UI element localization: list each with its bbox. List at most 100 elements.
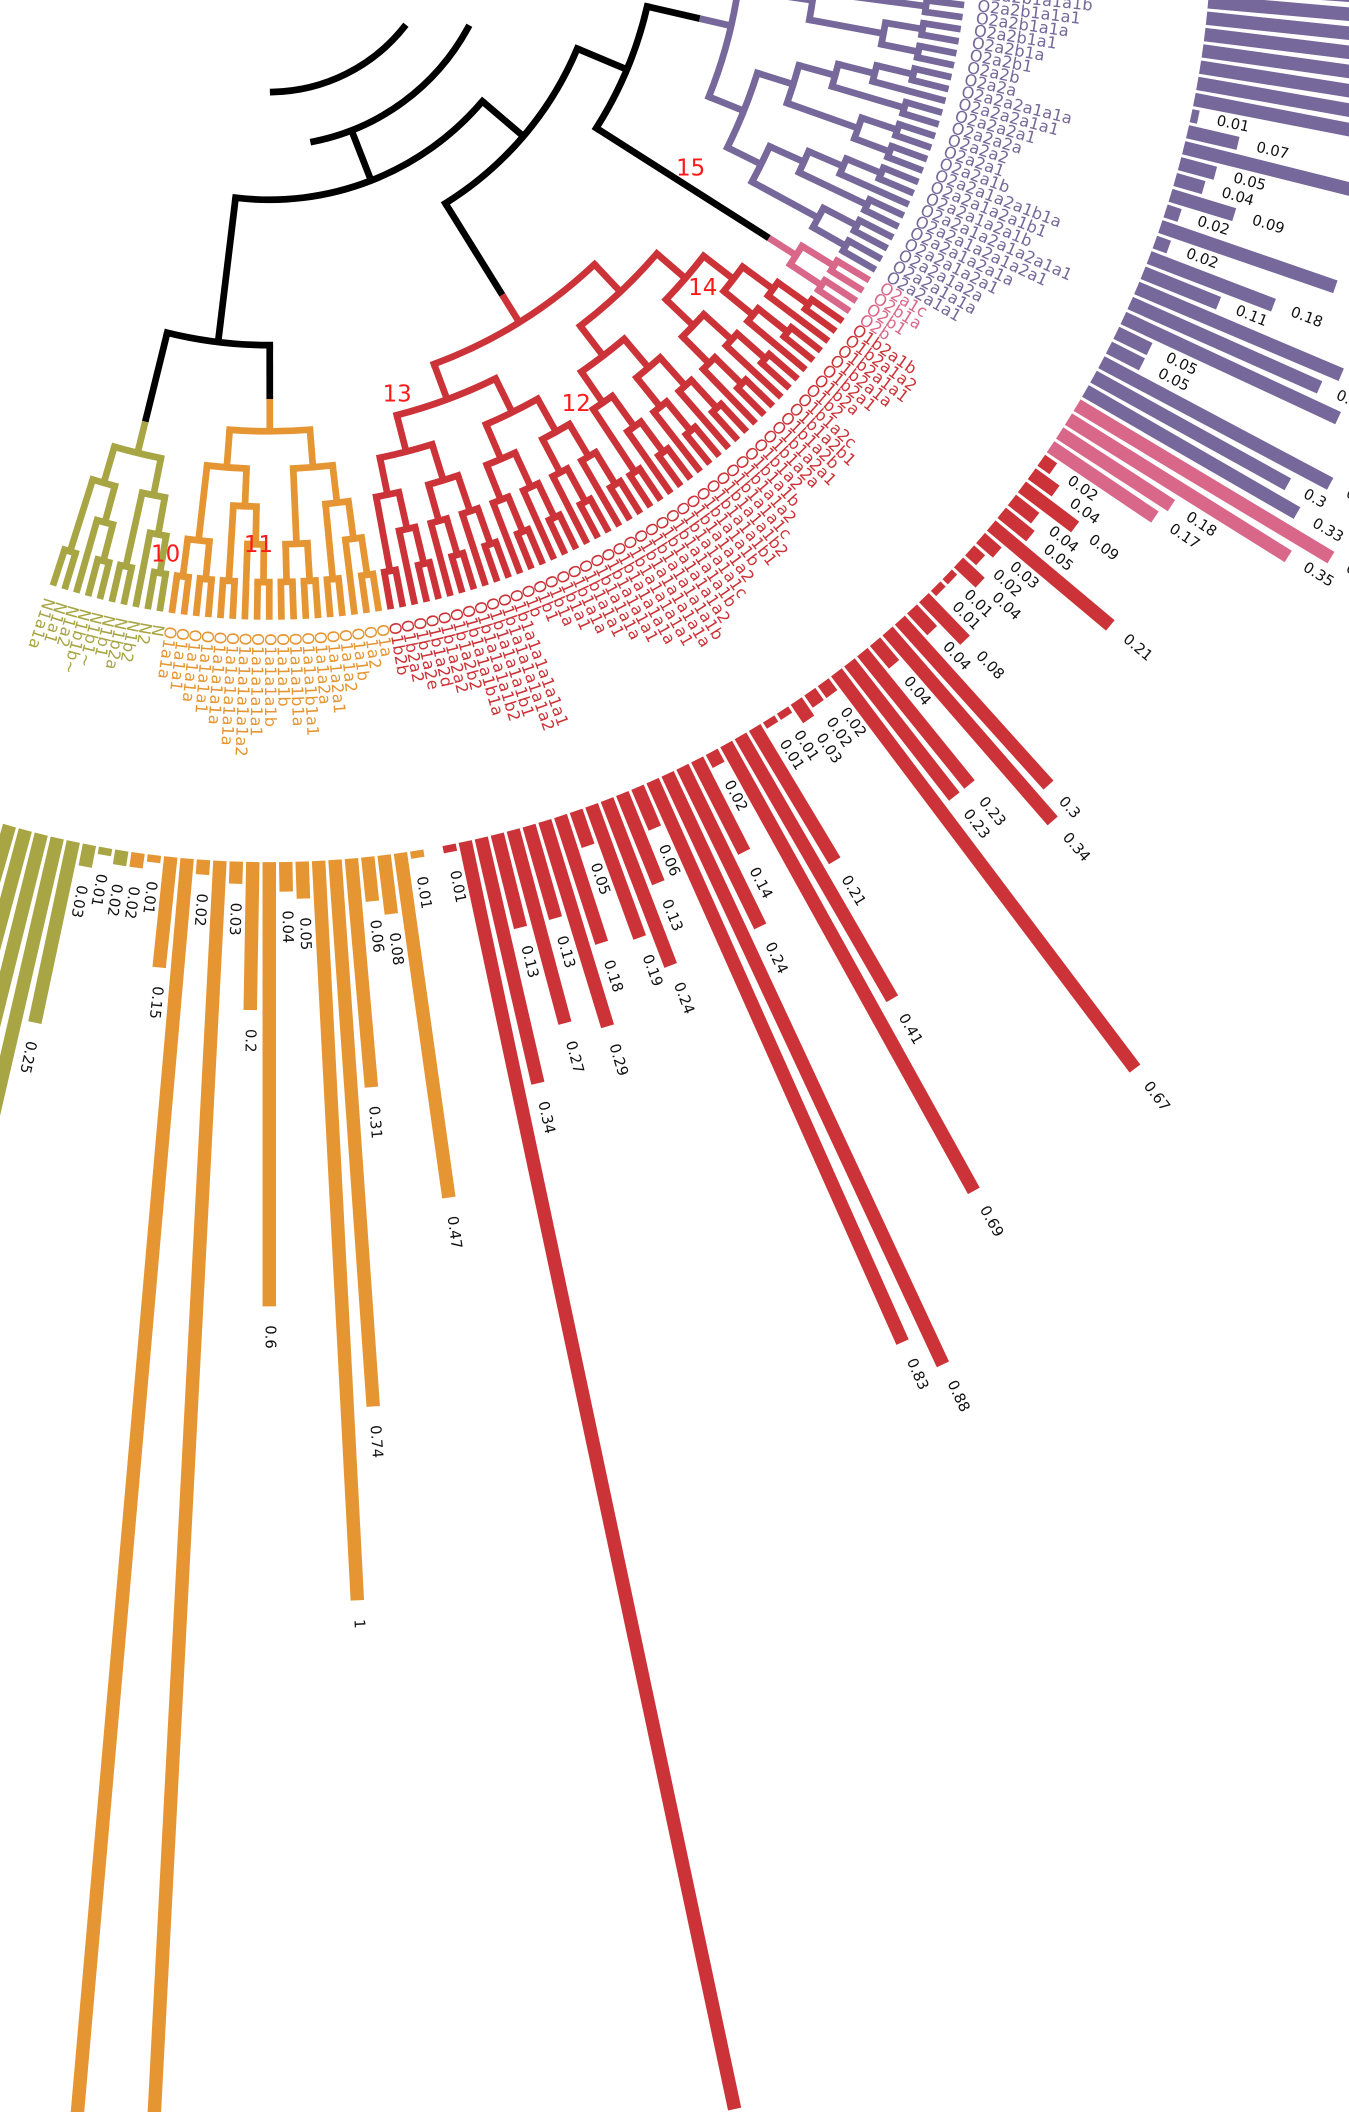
value-label: 0.47	[444, 1215, 465, 1250]
bar	[243, 861, 260, 1011]
bar	[919, 592, 970, 645]
branch	[898, 98, 911, 118]
branch	[918, 42, 958, 57]
value-label: 0.03	[67, 884, 90, 920]
branch	[483, 463, 504, 502]
branch	[321, 497, 353, 508]
bar	[1193, 92, 1349, 137]
bar	[804, 687, 824, 708]
branch	[120, 566, 135, 606]
branch	[168, 575, 181, 614]
branch	[505, 495, 526, 533]
bar	[70, 857, 194, 2112]
branch	[134, 420, 149, 454]
branch	[701, 253, 736, 282]
bar	[1163, 204, 1182, 222]
value-label: 0.4	[1343, 560, 1349, 587]
branch	[905, 99, 944, 116]
branch	[345, 500, 357, 540]
branch	[223, 429, 234, 468]
branch	[217, 580, 227, 619]
branch	[424, 471, 463, 489]
bar	[907, 604, 938, 636]
branch	[357, 570, 377, 580]
bar	[311, 860, 365, 1601]
branch	[877, 175, 916, 197]
branch	[203, 461, 251, 473]
branch	[871, 78, 947, 105]
branch	[821, 205, 859, 229]
bar	[490, 832, 528, 930]
branch	[860, 114, 899, 134]
branch	[624, 429, 674, 496]
branch	[511, 451, 534, 489]
branch	[816, 287, 852, 314]
branch	[289, 468, 300, 544]
value-label: 1	[350, 1619, 367, 1629]
bar	[1127, 296, 1323, 394]
bar	[393, 852, 456, 1199]
value-label: 0.03	[226, 902, 244, 936]
branch	[92, 516, 117, 529]
clade-number: 15	[676, 155, 705, 181]
value-label: 0.01	[139, 880, 160, 915]
branch	[886, 153, 925, 174]
branch	[146, 528, 171, 540]
leaf-label: N2	[133, 621, 156, 646]
bar	[976, 532, 1002, 558]
bar	[882, 626, 1058, 826]
branch	[750, 178, 820, 221]
bar	[1186, 125, 1240, 150]
bar	[344, 857, 379, 1088]
branch	[253, 581, 262, 620]
branch	[459, 552, 478, 591]
value-label: 0.29	[605, 1042, 631, 1078]
branch	[924, 8, 963, 21]
branch	[101, 485, 119, 524]
branch	[180, 576, 192, 615]
leaf-label: O1a	[372, 623, 396, 658]
branch	[480, 98, 526, 139]
branch	[49, 548, 68, 587]
branch	[800, 243, 836, 269]
branch	[156, 573, 169, 612]
branch	[921, 0, 931, 16]
value-label: 0.35	[1343, 485, 1349, 515]
branch	[657, 355, 688, 389]
branch	[179, 538, 192, 577]
leaf-label: O1a1a1b1a	[286, 632, 308, 726]
branch	[535, 482, 558, 520]
bar	[442, 843, 458, 854]
branch	[195, 465, 211, 541]
value-label: 0.74	[367, 1425, 386, 1459]
value-label: 0.01	[413, 875, 435, 910]
leaf-label: O1a1a1b	[273, 633, 293, 707]
leaf-label: O1a1a1a1a1	[247, 633, 268, 737]
branch	[688, 378, 720, 411]
branch	[701, 311, 734, 343]
branch	[766, 292, 831, 344]
branch	[482, 423, 505, 461]
branch	[229, 581, 238, 620]
value-label: 0.83	[903, 1356, 932, 1393]
value-label: 0.08	[972, 648, 1007, 684]
branch	[636, 466, 664, 502]
bar	[631, 784, 662, 831]
branch	[108, 564, 124, 603]
branch	[395, 491, 411, 530]
branch	[837, 60, 876, 77]
branch	[428, 443, 447, 482]
branch	[289, 581, 298, 620]
branch	[304, 543, 314, 582]
bar	[458, 840, 742, 2111]
bar	[790, 697, 815, 724]
branch	[638, 419, 666, 455]
branch	[204, 579, 215, 618]
branch	[785, 99, 860, 132]
branch	[214, 197, 239, 343]
branch	[426, 514, 451, 528]
bar	[295, 861, 311, 899]
branch	[380, 571, 395, 610]
branch	[566, 422, 592, 459]
